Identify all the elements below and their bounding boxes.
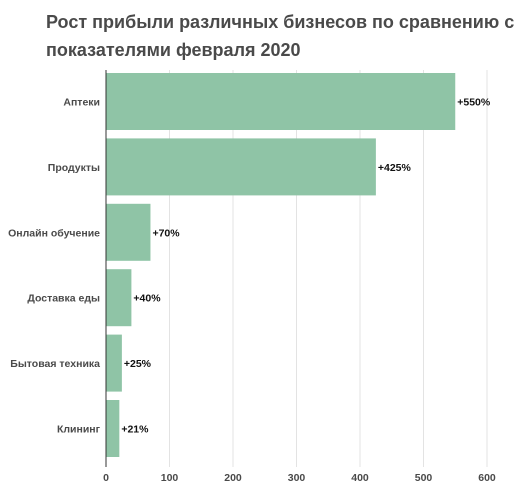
bar — [106, 269, 132, 327]
bar — [106, 400, 120, 457]
data-label: +550% — [457, 97, 491, 109]
data-labels: +550% +425% +70% +40% +25% +21% — [121, 97, 491, 436]
x-tick-label: 200 — [224, 472, 242, 484]
bar — [106, 73, 456, 130]
gridlines — [169, 70, 488, 467]
x-tick-label: 0 — [103, 472, 109, 484]
bar — [106, 203, 151, 261]
data-label: +40% — [133, 293, 161, 305]
category-label: Онлайн обучение — [8, 227, 100, 239]
x-tick-label: 400 — [351, 472, 369, 484]
bar — [106, 138, 376, 196]
x-tick-label: 100 — [161, 472, 179, 484]
data-label: +25% — [124, 358, 152, 370]
category-labels: Аптеки Продукты Онлайн обучение Доставка ед… — [8, 97, 101, 436]
category-label: Продукты — [48, 162, 100, 174]
bars — [106, 73, 456, 457]
category-label: Аптеки — [63, 97, 100, 109]
x-tick-label: 500 — [415, 472, 433, 484]
bar — [106, 334, 122, 392]
data-label: +21% — [121, 424, 149, 436]
data-label: +70% — [152, 227, 180, 239]
x-tick-label: 600 — [478, 472, 496, 484]
category-label: Клининг — [57, 424, 101, 436]
category-label: Бытовая техника — [10, 358, 100, 370]
category-label: Доставка еды — [27, 293, 100, 305]
chart-title: Рост прибыли различных бизнесов по сравн… — [46, 12, 515, 60]
data-label: +425% — [378, 162, 412, 174]
x-tick-labels: 0 100 200 300 400 500 600 — [103, 472, 496, 484]
x-tick-label: 300 — [288, 472, 306, 484]
